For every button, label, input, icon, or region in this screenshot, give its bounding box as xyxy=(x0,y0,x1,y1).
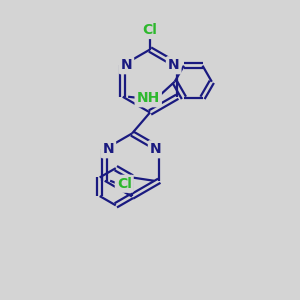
Text: Cl: Cl xyxy=(142,23,158,37)
Text: NH: NH xyxy=(136,91,160,105)
Text: N: N xyxy=(103,142,114,156)
Text: Cl: Cl xyxy=(117,177,132,191)
Text: N: N xyxy=(150,142,161,156)
Text: N: N xyxy=(168,58,179,72)
Text: N: N xyxy=(121,58,132,72)
